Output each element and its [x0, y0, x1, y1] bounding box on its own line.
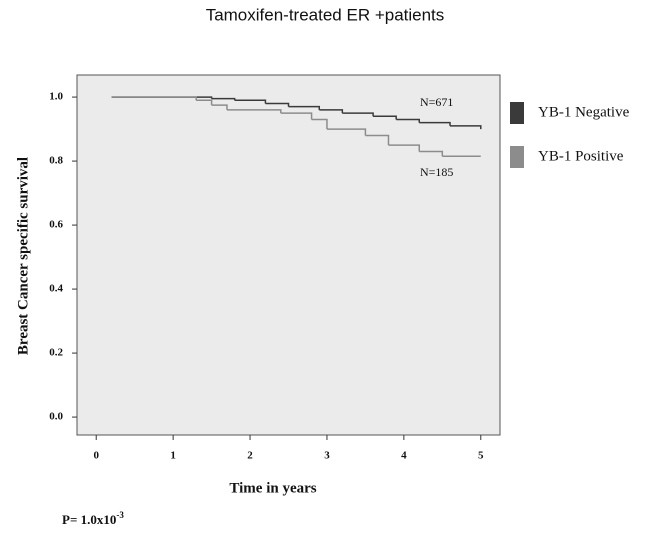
survival-step: [311, 118, 328, 130]
plot-area: [76, 74, 501, 436]
legend-label: YB-1 Negative: [538, 104, 630, 120]
x-tick-label: 5: [478, 450, 484, 462]
survival-step: [196, 99, 213, 106]
survival-step: [111, 96, 197, 101]
survival-step: [226, 109, 282, 114]
survival-step: [450, 125, 482, 130]
chart-title: Tamoxifen-treated ER +patients: [206, 5, 445, 24]
survival-step: [388, 144, 420, 152]
y-tick-label: 1.0: [49, 91, 63, 103]
p-value: P= 1.0x10-3: [62, 510, 124, 527]
survival-step: [396, 118, 420, 123]
survival-step: [211, 104, 228, 110]
survival-step: [342, 112, 374, 117]
p-value-exponent: -3: [116, 510, 124, 520]
survival-step: [419, 150, 444, 157]
survival-step: [373, 115, 397, 120]
y-tick-label: 0.0: [49, 411, 63, 423]
series-annotation: N=671: [420, 95, 453, 109]
survival-step: [280, 112, 313, 120]
survival-step: [419, 121, 451, 126]
y-tick-label: 0.6: [49, 219, 63, 231]
legend-label: YB-1 Positive: [538, 148, 624, 164]
series-annotation: N=185: [420, 165, 453, 179]
y-tick-label: 0.4: [49, 283, 63, 295]
survival-step: [326, 128, 367, 136]
x-tick-label: 2: [247, 450, 253, 462]
x-tick-label: 0: [93, 450, 99, 462]
x-axis-label: Time in years: [229, 480, 316, 496]
legend-swatch: [510, 102, 524, 124]
x-tick-label: 1: [170, 450, 176, 462]
p-value-text: P= 1.0x10: [62, 512, 116, 527]
survival-step: [265, 102, 290, 107]
survival-step: [319, 109, 344, 114]
y-tick-label: 0.8: [49, 155, 63, 167]
y-axis-label: Breast Cancer specific survival: [15, 157, 31, 355]
survival-step: [288, 105, 321, 110]
x-tick-label: 3: [324, 450, 330, 462]
survival-step: [365, 134, 390, 146]
x-tick-label: 4: [401, 450, 407, 462]
survival-step: [234, 99, 267, 104]
legend-swatch: [510, 146, 524, 168]
y-tick-label: 0.2: [49, 347, 63, 359]
